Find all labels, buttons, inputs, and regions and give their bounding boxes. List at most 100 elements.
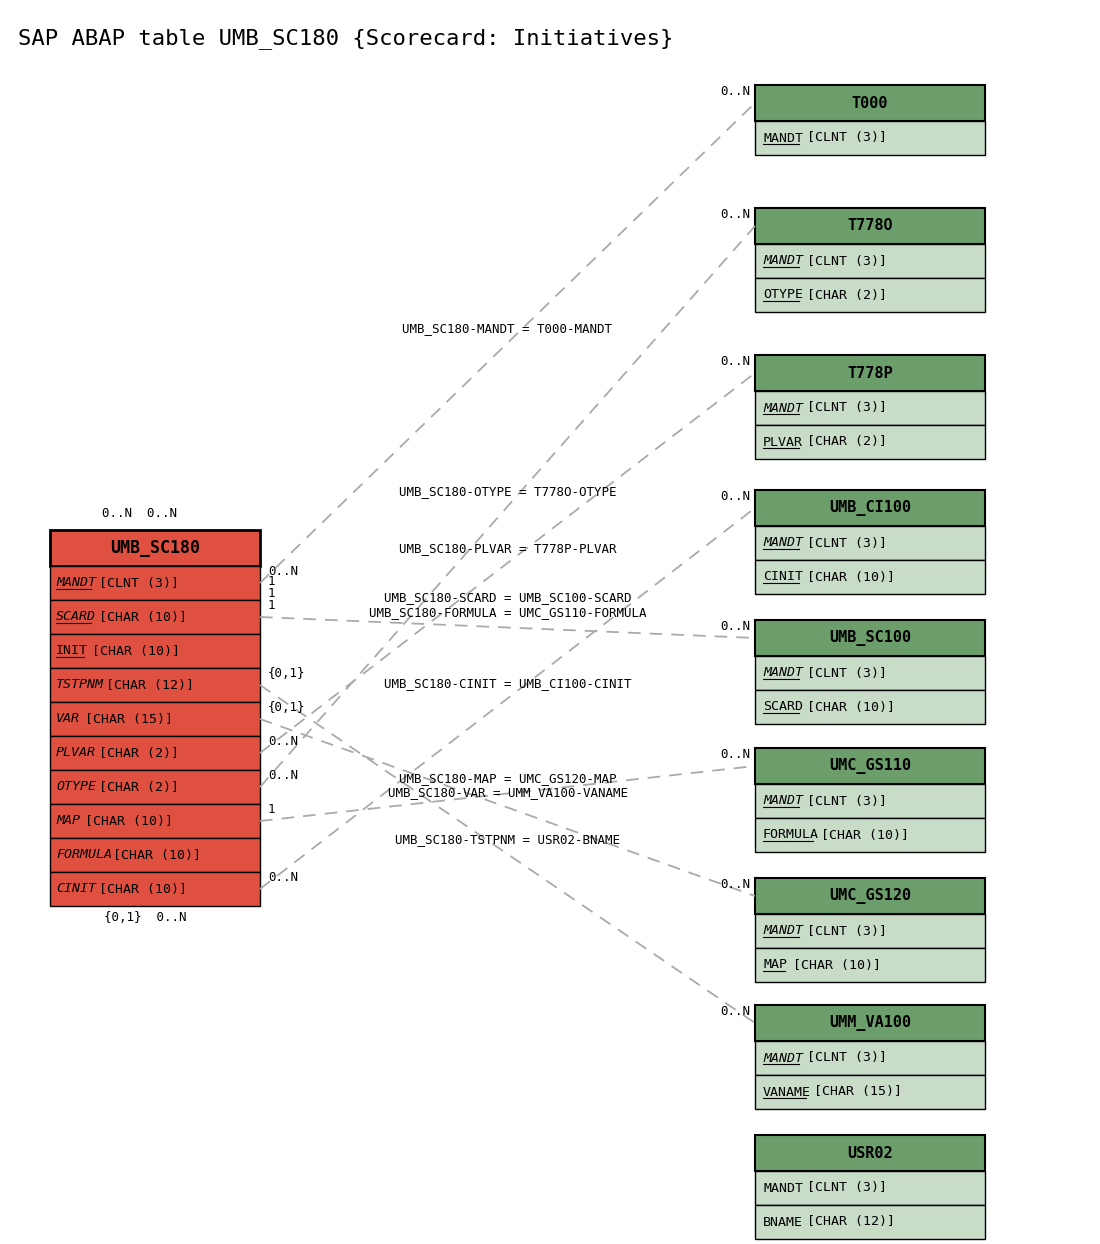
FancyBboxPatch shape	[755, 1075, 984, 1108]
Text: 0..N: 0..N	[720, 490, 750, 503]
Text: MANDT: MANDT	[763, 795, 803, 807]
Text: SCARD: SCARD	[56, 611, 96, 623]
Text: UMM_VA100: UMM_VA100	[829, 1015, 911, 1031]
FancyBboxPatch shape	[755, 208, 984, 244]
Text: [CLNT (3)]: [CLNT (3)]	[799, 1051, 887, 1065]
Text: MANDT: MANDT	[763, 1051, 803, 1065]
FancyBboxPatch shape	[755, 1205, 984, 1239]
FancyBboxPatch shape	[755, 425, 984, 459]
FancyBboxPatch shape	[50, 770, 260, 804]
FancyBboxPatch shape	[50, 804, 260, 838]
Text: 0..N: 0..N	[268, 565, 298, 578]
Text: PLVAR: PLVAR	[763, 435, 803, 449]
Text: [CHAR (2)]: [CHAR (2)]	[799, 435, 887, 449]
FancyBboxPatch shape	[755, 690, 984, 724]
FancyBboxPatch shape	[755, 526, 984, 560]
Text: 0..N: 0..N	[268, 871, 298, 884]
Text: UMB_SC180-MAP = UMC_GS120-MAP: UMB_SC180-MAP = UMC_GS120-MAP	[398, 773, 616, 785]
Text: 0..N  0..N: 0..N 0..N	[102, 508, 177, 520]
Text: MANDT: MANDT	[763, 255, 803, 267]
Text: MANDT: MANDT	[763, 1182, 803, 1194]
FancyBboxPatch shape	[755, 914, 984, 948]
FancyBboxPatch shape	[755, 656, 984, 690]
Text: [CHAR (10)]: [CHAR (10)]	[91, 611, 187, 623]
Text: [CHAR (10)]: [CHAR (10)]	[104, 848, 201, 862]
FancyBboxPatch shape	[755, 391, 984, 425]
Text: [CLNT (3)]: [CLNT (3)]	[799, 1182, 887, 1194]
FancyBboxPatch shape	[755, 748, 984, 784]
Text: UMB_SC180-OTYPE = T778O-OTYPE: UMB_SC180-OTYPE = T778O-OTYPE	[398, 485, 616, 499]
FancyBboxPatch shape	[50, 872, 260, 906]
Text: 0..N: 0..N	[268, 769, 298, 782]
Text: [CHAR (10)]: [CHAR (10)]	[799, 700, 895, 714]
Text: [CHAR (15)]: [CHAR (15)]	[806, 1086, 902, 1098]
FancyBboxPatch shape	[755, 560, 984, 593]
FancyBboxPatch shape	[50, 838, 260, 872]
FancyBboxPatch shape	[755, 490, 984, 526]
Text: MAP: MAP	[763, 958, 786, 972]
Text: T778O: T778O	[847, 219, 893, 234]
Text: [CHAR (2)]: [CHAR (2)]	[799, 289, 887, 301]
Text: [CHAR (2)]: [CHAR (2)]	[91, 780, 179, 794]
FancyBboxPatch shape	[755, 620, 984, 656]
Text: 1: 1	[268, 802, 275, 816]
FancyBboxPatch shape	[50, 600, 260, 634]
Text: UMB_SC180-CINIT = UMB_CI100-CINIT: UMB_SC180-CINIT = UMB_CI100-CINIT	[384, 678, 631, 690]
FancyBboxPatch shape	[50, 530, 260, 566]
Text: 0..N: 0..N	[720, 1005, 750, 1018]
FancyBboxPatch shape	[50, 668, 260, 702]
Text: MANDT: MANDT	[763, 536, 803, 550]
Text: {0,1}: {0,1}	[268, 702, 306, 714]
Text: MANDT: MANDT	[763, 667, 803, 679]
FancyBboxPatch shape	[755, 277, 984, 312]
Text: MANDT: MANDT	[763, 402, 803, 414]
Text: [CLNT (3)]: [CLNT (3)]	[799, 402, 887, 414]
Text: OTYPE: OTYPE	[763, 289, 803, 301]
Text: [CLNT (3)]: [CLNT (3)]	[91, 576, 179, 590]
Text: INIT: INIT	[56, 644, 88, 658]
Text: 0..N: 0..N	[720, 620, 750, 633]
Text: FORMULA: FORMULA	[763, 829, 820, 841]
Text: 0..N: 0..N	[720, 748, 750, 761]
Text: [CHAR (10)]: [CHAR (10)]	[799, 571, 895, 583]
Text: OTYPE: OTYPE	[56, 780, 96, 794]
Text: FORMULA: FORMULA	[56, 848, 112, 862]
FancyBboxPatch shape	[755, 355, 984, 391]
Text: [CLNT (3)]: [CLNT (3)]	[799, 667, 887, 679]
Text: UMB_SC180-TSTPNM = USR02-BNAME: UMB_SC180-TSTPNM = USR02-BNAME	[395, 833, 620, 846]
Text: [CLNT (3)]: [CLNT (3)]	[799, 795, 887, 807]
Text: 1
1
1: 1 1 1	[268, 575, 275, 612]
Text: MANDT: MANDT	[763, 924, 803, 938]
FancyBboxPatch shape	[755, 121, 984, 156]
Text: [CHAR (12)]: [CHAR (12)]	[98, 678, 194, 692]
Text: [CHAR (2)]: [CHAR (2)]	[91, 746, 179, 760]
FancyBboxPatch shape	[755, 819, 984, 852]
Text: [CHAR (10)]: [CHAR (10)]	[77, 815, 173, 827]
Text: CINIT: CINIT	[56, 882, 96, 896]
FancyBboxPatch shape	[50, 736, 260, 770]
Text: MANDT: MANDT	[763, 132, 803, 144]
Text: [CLNT (3)]: [CLNT (3)]	[799, 255, 887, 267]
Text: [CLNT (3)]: [CLNT (3)]	[799, 536, 887, 550]
Text: TSTPNM: TSTPNM	[56, 678, 104, 692]
Text: UMC_GS120: UMC_GS120	[829, 888, 911, 904]
Text: 0..N: 0..N	[268, 735, 298, 748]
Text: 0..N: 0..N	[720, 85, 750, 98]
Text: UMB_SC100: UMB_SC100	[829, 629, 911, 646]
Text: MANDT: MANDT	[56, 576, 96, 590]
Text: 0..N: 0..N	[720, 208, 750, 221]
FancyBboxPatch shape	[755, 1005, 984, 1041]
Text: PLVAR: PLVAR	[56, 746, 96, 760]
Text: UMC_GS110: UMC_GS110	[829, 758, 911, 774]
FancyBboxPatch shape	[50, 566, 260, 600]
Text: [CHAR (10)]: [CHAR (10)]	[813, 829, 910, 841]
Text: 0..N: 0..N	[720, 878, 750, 891]
Text: BNAME: BNAME	[763, 1215, 803, 1229]
FancyBboxPatch shape	[755, 1171, 984, 1205]
Text: T778P: T778P	[847, 366, 893, 381]
Text: [CHAR (15)]: [CHAR (15)]	[77, 713, 173, 725]
FancyBboxPatch shape	[755, 244, 984, 277]
Text: CINIT: CINIT	[763, 571, 803, 583]
Text: USR02: USR02	[847, 1146, 893, 1161]
Text: [CHAR (10)]: [CHAR (10)]	[84, 644, 180, 658]
